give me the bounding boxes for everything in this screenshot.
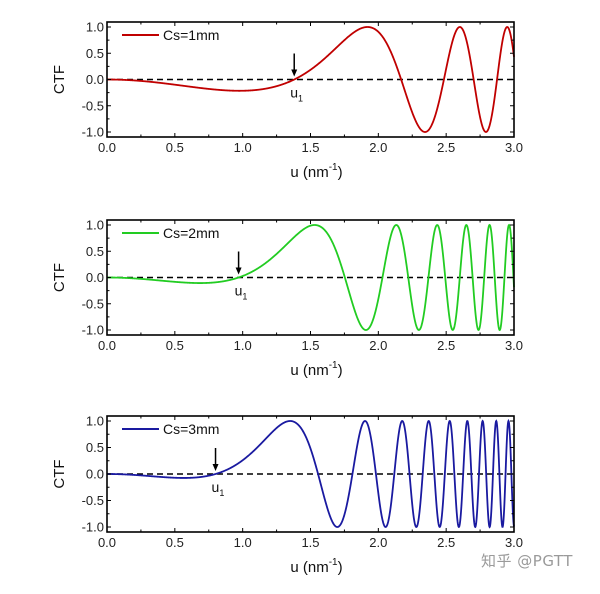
x-tick-label: 0.5 (166, 535, 184, 550)
ctf-curve (107, 26, 515, 133)
legend: Cs=1mm (122, 27, 219, 43)
x-tick-label: 1.5 (301, 535, 319, 550)
legend-label: Cs=3mm (163, 421, 219, 437)
u1-annotation: u1 (290, 53, 303, 104)
watermark: 知乎 @PGTT (481, 552, 573, 570)
y-tick-label: 0.5 (86, 46, 104, 61)
arrow-head (212, 464, 219, 471)
x-tick-label: 3.0 (505, 535, 523, 550)
x-tick-label: 1.5 (301, 338, 319, 353)
y-tick-label: 1.0 (86, 414, 104, 429)
legend: Cs=3mm (122, 421, 219, 437)
y-tick-label: 0.0 (86, 467, 104, 482)
ctf-curve (107, 223, 515, 332)
y-tick-label: 0.5 (86, 440, 104, 455)
arrow-head (235, 267, 242, 275)
y-tick-label: -0.5 (82, 493, 104, 508)
u1-label: u1 (212, 479, 225, 498)
x-tick-label: 2.5 (437, 338, 455, 353)
x-tick-label: 3.0 (505, 140, 523, 155)
y-tick-label: -0.5 (82, 98, 104, 113)
ctf-panel-1: 0.0 0.5 1.0 1.5 2.0 2.5 3.0 1.0 0.5 0.0 -0.5 -1.0 CT… (51, 20, 523, 182)
arrow-head (291, 69, 298, 77)
x-tick-label: 0.5 (166, 338, 184, 353)
x-tick-label: 2.5 (437, 140, 455, 155)
x-axis-label: u (nm-1) (290, 557, 342, 576)
x-tick-label: 1.0 (234, 535, 252, 550)
y-tick-label: 1.0 (86, 218, 104, 233)
x-tick-label: 0.5 (166, 140, 184, 155)
ctf-panel-2: 0.0 0.5 1.0 1.5 2.0 2.5 3.0 1.0 0.5 0.0 -0.5 -1.0 CT… (51, 218, 523, 380)
u1-annotation: u1 (212, 448, 225, 498)
y-tick-label: -0.5 (82, 296, 104, 311)
y-axis-label: CTF (51, 263, 68, 292)
ctf-curve (107, 418, 515, 529)
x-tick-label: 2.0 (369, 535, 387, 550)
u1-annotation: u1 (235, 251, 248, 302)
u1-label: u1 (290, 85, 303, 104)
ctf-panel-3: 0.0 0.5 1.0 1.5 2.0 2.5 3.0 1.0 0.5 0.0 -0.5 -1.0 CT… (51, 414, 523, 577)
x-tick-label: 0.0 (98, 338, 116, 353)
y-tick-label: 0.0 (86, 72, 104, 87)
y-tick-label: 0.5 (86, 244, 104, 259)
legend: Cs=2mm (122, 225, 219, 241)
x-axis-label: u (nm-1) (290, 360, 342, 379)
x-tick-label: 0.0 (98, 140, 116, 155)
x-tick-label: 1.0 (234, 140, 252, 155)
legend-label: Cs=2mm (163, 225, 219, 241)
x-tick-label: 1.5 (301, 140, 319, 155)
y-tick-label: -1.0 (82, 125, 104, 140)
y-tick-label: 0.0 (86, 270, 104, 285)
x-tick-label: 2.0 (369, 140, 387, 155)
x-tick-label: 3.0 (505, 338, 523, 353)
u1-label: u1 (235, 283, 248, 302)
x-tick-label: 0.0 (98, 535, 116, 550)
x-tick-label: 1.0 (234, 338, 252, 353)
y-tick-label: -1.0 (82, 520, 104, 535)
y-tick-label: -1.0 (82, 323, 104, 338)
x-tick-label: 2.5 (437, 535, 455, 550)
y-axis-label: CTF (51, 65, 68, 94)
x-axis-label: u (nm-1) (290, 162, 342, 181)
y-tick-label: 1.0 (86, 20, 104, 35)
y-axis-label: CTF (51, 459, 68, 488)
legend-label: Cs=1mm (163, 27, 219, 43)
x-tick-label: 2.0 (369, 338, 387, 353)
